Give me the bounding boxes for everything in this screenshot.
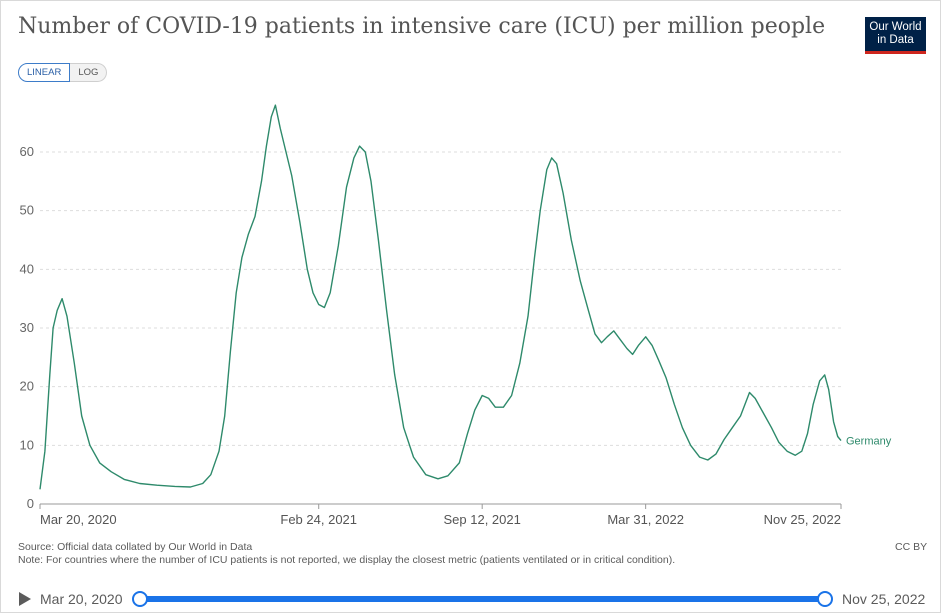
x-tick-label: Sep 12, 2021 (444, 512, 521, 527)
timeline-start-label: Mar 20, 2020 (40, 591, 123, 607)
timeline-end-label: Nov 25, 2022 (842, 591, 926, 607)
scale-toggle: LINEAR LOG (18, 63, 108, 82)
y-tick-label: 20 (20, 379, 34, 394)
series-line-germany (39, 104, 842, 490)
log-scale-button[interactable]: LOG (70, 63, 108, 82)
x-tick-label: Feb 24, 2021 (280, 512, 357, 527)
y-tick-label: 10 (20, 437, 34, 452)
license-link[interactable]: CC BY (895, 541, 928, 553)
series-label: Germany (846, 436, 892, 448)
x-tick-label: Mar 20, 2020 (40, 512, 117, 527)
y-tick-label: 30 (20, 320, 34, 335)
y-tick-label: 60 (20, 144, 34, 159)
logo-line-2: in Data (877, 33, 914, 46)
play-icon[interactable] (19, 592, 31, 606)
grid-lines (40, 151, 841, 446)
owid-logo[interactable]: Our World in Data (865, 17, 926, 54)
series-group: Germany (39, 104, 892, 490)
y-tick-label: 40 (20, 261, 34, 276)
source-text: Source: Official data collated by Our Wo… (18, 541, 253, 553)
timeline-end-handle[interactable] (817, 591, 833, 607)
x-tick-label: Mar 31, 2022 (607, 512, 684, 527)
timeline-track[interactable] (140, 596, 825, 602)
linear-scale-button[interactable]: LINEAR (18, 63, 71, 82)
chart-title: Number of COVID-19 patients in intensive… (18, 14, 826, 39)
chart-footer: Source: Official data collated by Our Wo… (18, 541, 675, 567)
logo-line-1: Our World (869, 21, 922, 33)
y-tick-label: 0 (27, 496, 34, 511)
note-text: Note: For countries where the number of … (18, 554, 676, 566)
x-axis: Mar 20, 2020 Feb 24, 2021 Sep 12, 2021 Mar … (39, 503, 842, 527)
y-axis-ticks: 0 10 20 30 40 50 60 (20, 144, 34, 511)
line-chart: 0 10 20 30 40 50 60 Mar 20, 2020 Feb 24, 2021 Se… (20, 104, 892, 527)
timeline-slider: Mar 20, 2020 Nov 25, 2022 (0, 587, 943, 611)
timeline-start-handle[interactable] (132, 591, 148, 607)
x-tick-label: Nov 25, 2022 (764, 512, 841, 527)
y-tick-label: 50 (20, 203, 34, 218)
